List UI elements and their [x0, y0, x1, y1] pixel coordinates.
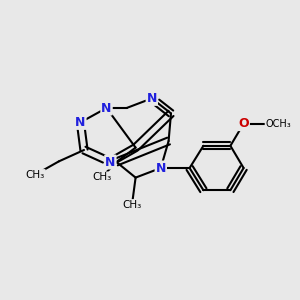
Text: N: N: [101, 101, 112, 115]
Text: O: O: [238, 117, 249, 130]
Text: N: N: [147, 92, 157, 105]
Text: OCH₃: OCH₃: [265, 118, 291, 129]
Text: CH₃: CH₃: [122, 200, 142, 210]
Text: N: N: [156, 161, 166, 175]
Text: N: N: [105, 155, 116, 169]
Text: CH₃: CH₃: [92, 172, 112, 182]
Text: N: N: [75, 116, 85, 129]
Text: CH₃: CH₃: [26, 169, 45, 180]
